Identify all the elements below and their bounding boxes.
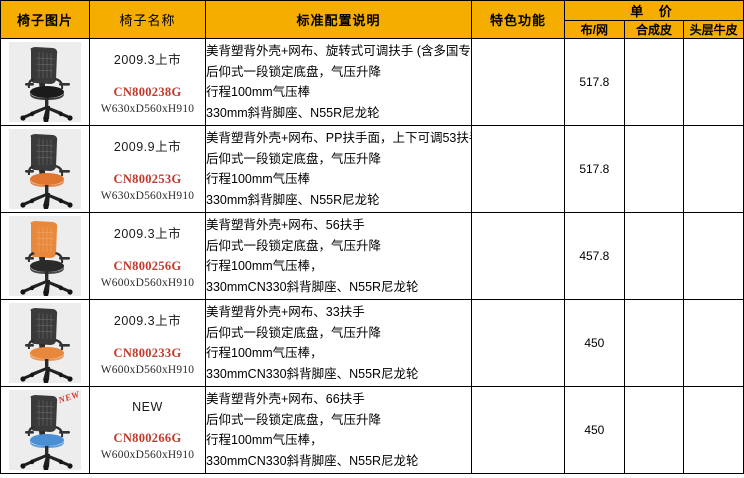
spec-line: 行程100mm气压棒: [206, 172, 311, 186]
product-spec-cell: 美背塑背外壳+网布、56扶手后仰式一段锁定底盘，气压升降 行程100mm气压棒， 3…: [205, 212, 472, 300]
spec-line: 330mm斜背脚座、N55R尼龙轮: [206, 192, 380, 207]
price-leather-cell: [683, 212, 744, 300]
spec-line: 美背塑背外壳+网布、56扶手: [206, 218, 365, 232]
spec-line: 行程100mm气压棒: [206, 85, 311, 99]
table-row: 2009.3上市 CN800238G W630xD560xH910 美背塑背外壳+网布…: [0, 38, 744, 126]
price-fabric-cell: 457.8: [564, 212, 625, 300]
price-leather-cell: [683, 299, 744, 387]
column-header-price-leather: 头层牛皮: [683, 20, 744, 39]
product-spec-cell: 美背塑背外壳+网布、33扶手后仰式一段锁定底盘，气压升降 行程100mm气压棒， 3…: [205, 299, 472, 387]
spec-line: 330mm斜背脚座、N55R尼龙轮: [206, 105, 380, 120]
price-fabric-cell: 517.8: [564, 125, 625, 213]
price-leather-cell: [683, 125, 744, 213]
price-fabric-cell: 450: [564, 386, 625, 474]
price-synthetic-cell: [623, 125, 685, 213]
office-chair-icon: [9, 129, 81, 210]
product-spec-cell: 美背塑背外壳+网布、PP扶手面，上下可调53扶手 后仰式一段锁定底盘，气压升降 行程…: [205, 125, 472, 213]
column-header-name: 椅子名称: [89, 0, 206, 39]
spec-line: 美背塑背外壳+网布、33扶手: [206, 305, 365, 319]
launch-date: 2009.3上市: [113, 227, 182, 241]
spec-line: 330mmCN330斜背脚座、N55R尼龙轮: [206, 279, 419, 294]
product-spec-cell: 美背塑背外壳+网布、66扶手后仰式一段锁定底盘，气压升降 行程100mm气压棒， 3…: [205, 386, 472, 474]
table-body: 2009.3上市 CN800238G W630xD560xH910 美背塑背外壳+网布…: [0, 38, 744, 474]
column-header-feature: 特色功能: [471, 0, 565, 39]
product-code: CN800256G: [113, 259, 182, 273]
product-code: CN800266G: [113, 430, 182, 445]
price-synthetic-cell: [623, 212, 685, 300]
product-feature-cell: [471, 299, 565, 387]
product-code: CN800238G: [113, 85, 182, 99]
product-code: CN800233G: [113, 346, 182, 360]
column-header-picture: 椅子图片: [0, 0, 90, 39]
price-leather-cell: [683, 386, 744, 474]
launch-date: 2009.3上市: [113, 314, 182, 328]
column-header-price-fabric: 布/网: [564, 20, 625, 39]
product-name-cell: 2009.9上市 CN800253G W630xD560xH910: [89, 125, 206, 213]
spec-line: 330mmCN330斜背脚座、N55R尼龙轮: [206, 366, 419, 381]
header-row-sub: 布/网 合成皮 头层牛皮: [1, 20, 744, 39]
price-leather-cell: [683, 38, 744, 126]
launch-date: 2009.9上市: [113, 140, 182, 154]
price-synthetic-cell: [623, 386, 685, 474]
product-feature-cell: [471, 125, 565, 213]
product-image-cell: [0, 125, 90, 213]
spec-line: 后仰式一段锁定底盘，气压升降: [206, 325, 382, 340]
spec-line: 行程100mm气压棒，: [206, 259, 323, 273]
product-feature-cell: [471, 212, 565, 300]
product-dimension: W600xD560xH910: [100, 277, 195, 289]
spec-line: 美背塑背外壳+网布、旋转式可调扶手 (含多国专利）: [206, 44, 471, 58]
launch-date: 2009.3上市: [113, 53, 182, 67]
spec-line: 后仰式一段锁定底盘，气压升降: [206, 238, 382, 253]
price-synthetic-cell: [623, 38, 685, 126]
office-chair-icon: NEW: [9, 389, 81, 471]
column-header-price-synthetic: 合成皮: [623, 20, 685, 39]
column-header-unit-price: 单 价: [564, 0, 744, 21]
product-feature-cell: [471, 386, 565, 474]
header-row-top: 椅子图片 椅子名称 标准配置说明 特色功能 单 价: [0, 0, 744, 39]
column-header-spec: 标准配置说明: [205, 0, 472, 39]
price-fabric-cell: 517.8: [564, 38, 625, 126]
product-dimension: W630xD560xH910: [100, 103, 195, 115]
spec-line: 后仰式一段锁定底盘，气压升降: [206, 151, 382, 166]
product-image-cell: NEW: [0, 386, 90, 474]
table-row: 2009.9上市 CN800253G W630xD560xH910 美背塑背外壳+网布…: [0, 125, 744, 213]
product-code: CN800253G: [113, 172, 182, 186]
spec-line: 行程100mm气压棒，: [206, 346, 323, 360]
spec-line: 美背塑背外壳+网布、PP扶手面，上下可调53扶手: [206, 131, 471, 145]
product-image-cell: [0, 38, 90, 126]
spec-line: 美背塑背外壳+网布、66扶手: [206, 392, 365, 406]
office-chair-icon: [9, 42, 81, 123]
table-row: NEW NEW CN800266G W600xD560xH910 美背塑背外壳+网布、6…: [0, 386, 744, 474]
table-row: 2009.3上市 CN800233G W600xD560xH910 美背塑背外壳+网布…: [0, 299, 744, 387]
spec-line: 后仰式一段锁定底盘，气压升降: [206, 412, 382, 427]
office-chair-icon: [9, 216, 81, 297]
launch-date: NEW: [132, 399, 163, 414]
spec-line: 后仰式一段锁定底盘，气压升降: [206, 64, 382, 79]
spec-line: 行程100mm气压棒，: [206, 433, 323, 447]
product-spec-cell: 美背塑背外壳+网布、旋转式可调扶手 (含多国专利） 后仰式一段锁定底盘，气压升降行…: [205, 38, 472, 126]
table-row: 2009.3上市 CN800256G W600xD560xH910 美背塑背外壳+网布…: [0, 212, 744, 300]
price-fabric-cell: 450: [564, 299, 625, 387]
product-name-cell: 2009.3上市 CN800233G W600xD560xH910: [89, 299, 206, 387]
product-dimension: W600xD560xH910: [100, 364, 195, 376]
office-chair-icon: [9, 303, 81, 384]
table-header: 椅子图片 椅子名称 标准配置说明 特色功能 单 价 布/网 合成皮 头层牛皮: [0, 0, 744, 39]
spec-line: 330mmCN330斜背脚座、N55R尼龙轮: [206, 453, 419, 468]
price-synthetic-cell: [623, 299, 685, 387]
product-dimension: W600xD560xH910: [100, 448, 195, 461]
product-image-cell: [0, 299, 90, 387]
product-image-cell: [0, 212, 90, 300]
product-feature-cell: [471, 38, 565, 126]
product-name-cell: NEW CN800266G W600xD560xH910: [89, 386, 206, 474]
product-dimension: W630xD560xH910: [100, 190, 195, 202]
product-name-cell: 2009.3上市 CN800256G W600xD560xH910: [89, 212, 206, 300]
product-name-cell: 2009.3上市 CN800238G W630xD560xH910: [89, 38, 206, 126]
